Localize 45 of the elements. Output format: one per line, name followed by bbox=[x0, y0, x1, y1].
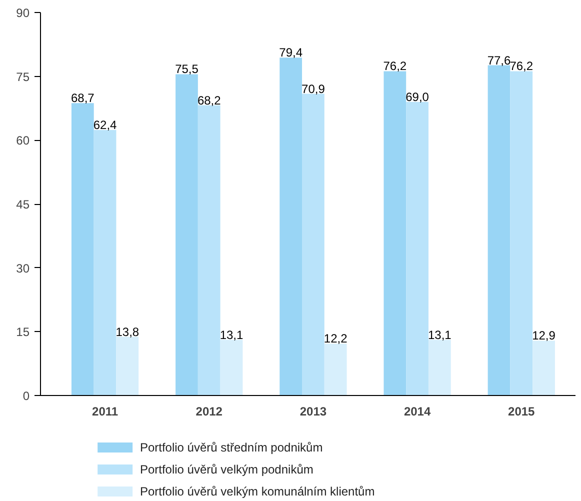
x-tick-label: 2011 bbox=[92, 404, 118, 418]
legend-label: Portfolio úvěrů středním podnikům bbox=[140, 440, 323, 454]
data-label: 69,0 bbox=[406, 90, 430, 104]
data-label: 13,1 bbox=[428, 328, 452, 342]
data-label: 68,2 bbox=[197, 93, 222, 108]
data-label: 13,8 bbox=[116, 324, 140, 339]
bar bbox=[532, 340, 555, 396]
data-label: 79,4 bbox=[279, 46, 303, 60]
bar bbox=[384, 71, 406, 396]
legend-label: Portfolio úvěrů velkým podnikům bbox=[140, 462, 314, 476]
y-tick-label: 75 bbox=[16, 70, 30, 84]
data-label: 12,2 bbox=[324, 332, 348, 346]
bar bbox=[116, 336, 139, 396]
bar bbox=[510, 71, 533, 396]
data-label: 77,6 bbox=[487, 53, 511, 68]
bar bbox=[71, 103, 94, 396]
x-tick-label: 2012 bbox=[196, 404, 223, 418]
y-tick-label: 0 bbox=[22, 389, 30, 403]
x-tick-label: 2013 bbox=[300, 404, 327, 418]
y-tick-label: 15 bbox=[16, 325, 30, 340]
bar bbox=[220, 340, 243, 396]
data-label: 13,1 bbox=[220, 328, 244, 342]
x-tick-label: 2014 bbox=[404, 404, 431, 418]
data-label: 75,5 bbox=[175, 62, 199, 76]
data-label: 62,4 bbox=[93, 118, 118, 132]
bar bbox=[94, 130, 116, 396]
data-label: 70,9 bbox=[302, 82, 326, 96]
y-tick-label: 30 bbox=[16, 261, 30, 276]
bar bbox=[302, 94, 324, 396]
y-tick-label: 90 bbox=[16, 6, 30, 20]
data-label: 76,2 bbox=[383, 59, 407, 74]
legend-label: Portfolio úvěrů velkým komunálním klientům bbox=[140, 484, 375, 498]
bar bbox=[198, 105, 220, 396]
bar bbox=[176, 74, 198, 396]
bar bbox=[488, 65, 510, 396]
data-label: 12,9 bbox=[532, 328, 556, 343]
bar bbox=[428, 340, 451, 396]
y-tick-label: 45 bbox=[16, 198, 30, 212]
data-label: 76,2 bbox=[510, 59, 534, 74]
data-label: 68,7 bbox=[70, 91, 95, 106]
y-tick-label: 60 bbox=[16, 134, 30, 148]
x-tick-label: 2015 bbox=[508, 404, 536, 418]
bar bbox=[324, 344, 347, 396]
bar bbox=[280, 58, 302, 396]
bar bbox=[406, 102, 428, 396]
